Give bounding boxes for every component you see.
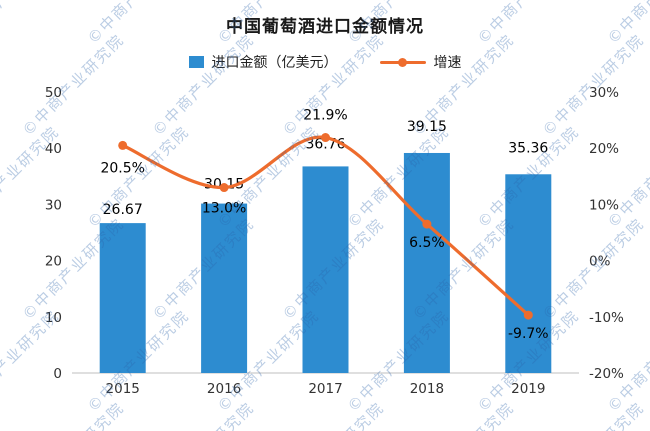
left-axis-tick: 10	[45, 310, 62, 326]
left-axis-tick: 30	[45, 197, 62, 213]
x-axis-label: 2015	[106, 381, 140, 397]
x-axis-label: 2018	[410, 381, 444, 397]
legend-line-swatch	[379, 57, 426, 67]
line-point-2016	[219, 183, 229, 193]
left-axis-tick: 50	[45, 85, 62, 101]
left-axis-tick: 20	[45, 254, 62, 270]
bar-label: 39.15	[407, 119, 447, 135]
x-axis-label: 2019	[511, 381, 545, 397]
legend-line-marker	[398, 57, 407, 67]
line-label: 21.9%	[303, 108, 347, 124]
bar-label: 26.67	[103, 202, 143, 218]
right-axis-tick: 10%	[589, 197, 619, 213]
legend-item-growth-rate: 增速	[379, 52, 462, 72]
line-point-2017	[321, 133, 330, 143]
right-axis-tick: -20%	[589, 366, 624, 382]
left-axis-tick: 0	[53, 366, 62, 382]
legend-label-growth-rate: 增速	[433, 55, 462, 71]
chart-legend: 进口金额（亿美元） 增速	[0, 52, 650, 72]
bar-2018	[403, 152, 450, 373]
bar-2015	[99, 223, 146, 373]
right-axis-tick: 30%	[589, 85, 619, 101]
right-axis-tick: 20%	[589, 141, 619, 157]
bar-2017	[302, 166, 349, 373]
line-point-2015	[118, 140, 128, 150]
line-label: 6.5%	[409, 235, 445, 251]
legend-item-import-amount: 进口金额（亿美元）	[188, 52, 338, 72]
bar-2019	[505, 174, 552, 373]
right-axis-tick: -10%	[589, 310, 624, 326]
x-axis-label: 2016	[207, 381, 241, 397]
line-label: 20.5%	[100, 160, 144, 176]
bar-2016	[201, 203, 248, 373]
left-axis-tick: 40	[45, 141, 62, 157]
legend-bar-swatch	[188, 56, 204, 68]
line-point-2018	[422, 219, 432, 229]
line-point-2019	[523, 310, 533, 320]
right-axis-tick: 0%	[589, 254, 611, 270]
legend-label-import-amount: 进口金额（亿美元）	[211, 55, 338, 71]
line-label: 13.0%	[202, 201, 246, 217]
chart-title: 中国葡萄酒进口金额情况	[226, 17, 424, 37]
line-label: -9.7%	[508, 326, 549, 342]
x-axis-label: 2017	[308, 381, 342, 397]
bar-label: 35.36	[508, 140, 548, 156]
